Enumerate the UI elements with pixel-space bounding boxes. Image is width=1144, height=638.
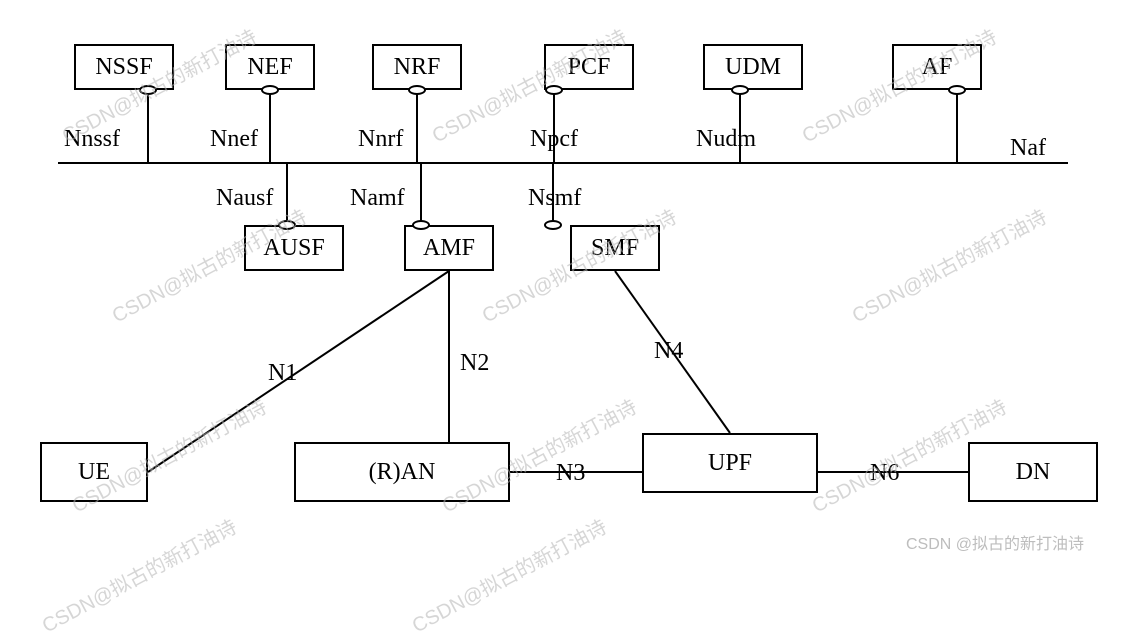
node-amf: AMF bbox=[404, 225, 494, 271]
interface-label-ausf: Nausf bbox=[216, 185, 273, 212]
interface-label-udm: Nudm bbox=[696, 126, 756, 153]
interface-label-af: Naf bbox=[1010, 135, 1046, 162]
edge-label-n1: N1 bbox=[268, 360, 297, 387]
node-nssf: NSSF bbox=[74, 44, 174, 90]
node-af: AF bbox=[892, 44, 982, 90]
node-smf: SMF bbox=[570, 225, 660, 271]
watermark-text: CSDN@拟古的新打油诗 bbox=[406, 511, 611, 638]
edge-label-n3: N3 bbox=[556, 460, 585, 487]
watermark-text: CSDN@拟古的新打油诗 bbox=[36, 511, 241, 638]
port-dot-pcf bbox=[545, 85, 563, 95]
port-dot-smf bbox=[544, 220, 562, 230]
interface-label-nrf: Nnrf bbox=[358, 126, 403, 153]
node-ue: UE bbox=[40, 442, 148, 502]
node-dn: DN bbox=[968, 442, 1098, 502]
node-pcf: PCF bbox=[544, 44, 634, 90]
port-dot-nrf bbox=[408, 85, 426, 95]
edge-label-n4: N4 bbox=[654, 338, 683, 365]
port-dot-nef bbox=[261, 85, 279, 95]
watermark-text: CSDN@拟古的新打油诗 bbox=[846, 201, 1051, 328]
port-dot-af bbox=[948, 85, 966, 95]
diagram-stage: NSSF NEF NRF PCF UDM AF AUSF AMF SMF UE (R)AN UPF DN… bbox=[0, 0, 1144, 558]
interface-label-amf: Namf bbox=[350, 185, 405, 212]
node-nrf: NRF bbox=[372, 44, 462, 90]
attribution-text: CSDN @拟古的新打油诗 bbox=[906, 530, 1084, 554]
node-ausf: AUSF bbox=[244, 225, 344, 271]
node-ran: (R)AN bbox=[294, 442, 510, 502]
interface-label-pcf: Npcf bbox=[530, 126, 578, 153]
interface-label-smf: Nsmf bbox=[528, 185, 581, 212]
interface-label-nef: Nnef bbox=[210, 126, 258, 153]
edge-label-n6: N6 bbox=[870, 460, 899, 487]
port-dot-nssf bbox=[139, 85, 157, 95]
node-nef: NEF bbox=[225, 44, 315, 90]
port-dot-amf bbox=[412, 220, 430, 230]
node-upf: UPF bbox=[642, 433, 818, 493]
interface-label-nssf: Nnssf bbox=[64, 126, 120, 153]
node-udm: UDM bbox=[703, 44, 803, 90]
port-dot-ausf bbox=[278, 220, 296, 230]
edge-label-n2: N2 bbox=[460, 350, 489, 377]
port-dot-udm bbox=[731, 85, 749, 95]
